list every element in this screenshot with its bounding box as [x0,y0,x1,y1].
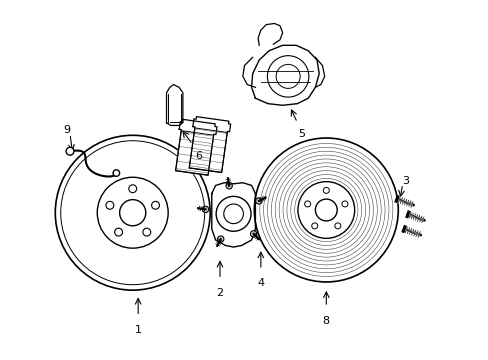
Circle shape [66,147,74,155]
Text: 3: 3 [401,176,408,186]
Text: 9: 9 [63,126,71,135]
Text: 1: 1 [134,324,142,334]
Polygon shape [251,45,319,105]
Polygon shape [211,183,255,247]
Polygon shape [189,117,230,172]
Circle shape [255,198,262,204]
Text: 2: 2 [216,288,223,298]
Text: 6: 6 [195,151,203,161]
Circle shape [217,236,224,242]
Circle shape [225,183,232,189]
Text: 7: 7 [164,102,171,112]
Text: 4: 4 [257,278,264,288]
Text: 5: 5 [298,129,305,139]
Polygon shape [166,85,183,126]
Circle shape [250,231,256,237]
Circle shape [113,170,120,176]
Text: 8: 8 [322,316,329,326]
Polygon shape [175,120,217,175]
Circle shape [202,206,208,212]
